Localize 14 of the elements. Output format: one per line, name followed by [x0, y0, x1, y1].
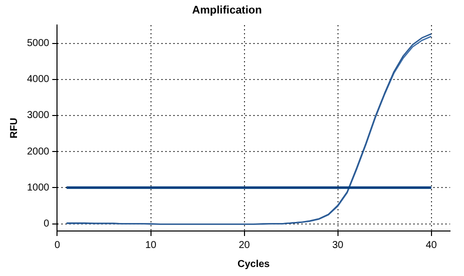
x-axis-title: Cycles [238, 258, 270, 270]
x-tick-label: 40 [426, 240, 438, 251]
y-tick-label: 2000 [26, 146, 50, 158]
y-tick-label: 5000 [26, 38, 50, 50]
y-tick-label: 3000 [26, 110, 50, 122]
x-tick-label: 20 [238, 240, 250, 251]
x-tick-label: 0 [54, 240, 60, 251]
y-axis-title: RFU [8, 118, 20, 138]
x-tick-label: 10 [145, 240, 157, 251]
y-tick-label: 0 [44, 218, 50, 230]
y-tick-label: 4000 [26, 74, 50, 86]
x-tick-label: 30 [332, 240, 344, 251]
chart-title: Amplification [192, 4, 262, 17]
y-tick-label: 1000 [26, 182, 50, 194]
